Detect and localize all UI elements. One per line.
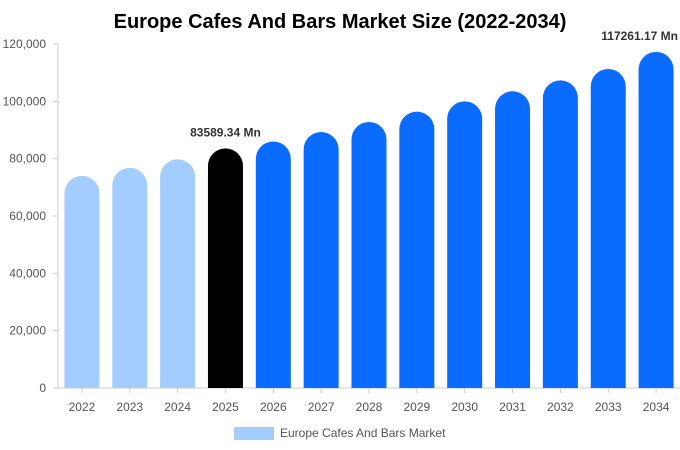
bar-2034: [638, 51, 674, 388]
y-tick-label: 60,000: [9, 209, 46, 223]
x-tick-label: 2027: [308, 400, 335, 414]
bar-2025: [207, 148, 243, 388]
bar-2030: [447, 101, 483, 388]
y-tick-label: 40,000: [9, 266, 46, 280]
bar-2024: [160, 159, 196, 388]
y-tick-label: 120,000: [3, 37, 47, 51]
x-axis: 2022 2023 2024 2025 2026 2027 2028 2029 2030 2031…: [58, 387, 680, 414]
bar-2022: [64, 175, 100, 388]
x-tick-label: 2034: [643, 400, 670, 414]
x-tick-label: 2023: [116, 400, 143, 414]
x-tick-label: 2028: [356, 400, 383, 414]
y-tick-label: 0: [39, 381, 46, 395]
x-tick-label: 2031: [499, 400, 526, 414]
x-tick-label: 2030: [451, 400, 478, 414]
chart-title: Europe Cafes And Bars Market Size (2022-…: [114, 11, 567, 33]
bar-2023: [112, 167, 148, 388]
x-tick-label: 2029: [403, 400, 430, 414]
x-tick-label: 2026: [260, 400, 287, 414]
bar-2032: [542, 80, 578, 388]
x-tick-label: 2032: [547, 400, 574, 414]
x-tick-label: 2024: [164, 400, 191, 414]
bar-2029: [399, 111, 435, 388]
y-tick-label: 20,000: [9, 324, 46, 338]
bar-2031: [495, 91, 531, 389]
y-tick-label: 80,000: [9, 152, 46, 166]
data-label-2025: 83589.34 Mn: [190, 125, 261, 139]
bar-2027: [303, 132, 339, 388]
bar-2033: [590, 68, 626, 388]
x-tick-label: 2033: [595, 400, 622, 414]
legend-swatch: [234, 427, 274, 440]
legend-label: Europe Cafes And Bars Market: [280, 426, 446, 440]
x-tick-label: 2022: [69, 400, 96, 414]
x-tick-label: 2025: [212, 400, 239, 414]
bar-2028: [351, 121, 387, 388]
legend: Europe Cafes And Bars Market: [234, 426, 446, 440]
data-labels-group: 83589.34 Mn 117261.17 Mn: [190, 29, 678, 140]
y-tick-label: 100,000: [3, 94, 47, 108]
data-label-2034: 117261.17 Mn: [601, 29, 678, 43]
bar-2026: [255, 141, 291, 388]
y-axis: 0 20,000 40,000 60,000 80,000 100,000 120,000: [3, 37, 59, 395]
bars-group: [64, 51, 674, 389]
